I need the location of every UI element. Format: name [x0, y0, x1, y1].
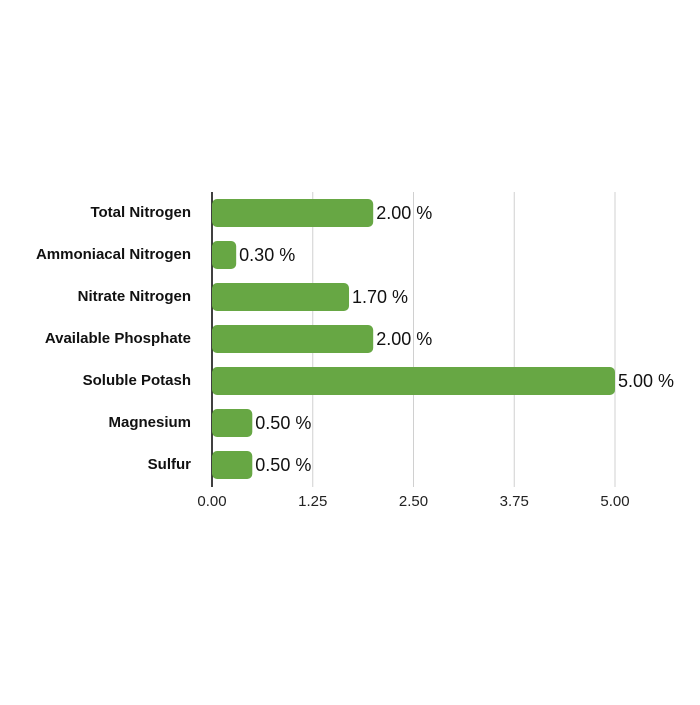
x-tick-label: 3.75 — [500, 493, 529, 510]
x-tick-label: 2.50 — [399, 493, 428, 510]
x-tick-label: 1.25 — [298, 493, 327, 510]
value-label: 1.70 % — [352, 287, 408, 307]
bar — [212, 199, 374, 227]
value-label: 0.50 % — [255, 413, 311, 433]
y-tick-label: Magnesium — [108, 414, 191, 431]
bar — [212, 367, 615, 395]
value-label: 2.00 % — [376, 203, 432, 223]
y-tick-label: Nitrate Nitrogen — [78, 288, 191, 305]
bar — [212, 283, 350, 311]
y-tick-label: Soluble Potash — [83, 372, 191, 389]
y-tick-label: Total Nitrogen — [90, 204, 191, 221]
y-tick-label: Ammoniacal Nitrogen — [36, 246, 191, 263]
bar — [212, 325, 374, 353]
bar — [212, 451, 253, 479]
value-label: 0.50 % — [255, 455, 311, 475]
value-label: 2.00 % — [376, 329, 432, 349]
bar — [212, 409, 253, 437]
x-tick-label: 5.00 — [600, 493, 629, 510]
y-tick-label: Sulfur — [148, 456, 191, 473]
bar — [212, 241, 237, 269]
value-label: 5.00 % — [618, 371, 674, 391]
y-tick-label: Available Phosphate — [45, 330, 191, 347]
x-tick-label: 0.00 — [197, 493, 226, 510]
value-label: 0.30 % — [239, 245, 295, 265]
